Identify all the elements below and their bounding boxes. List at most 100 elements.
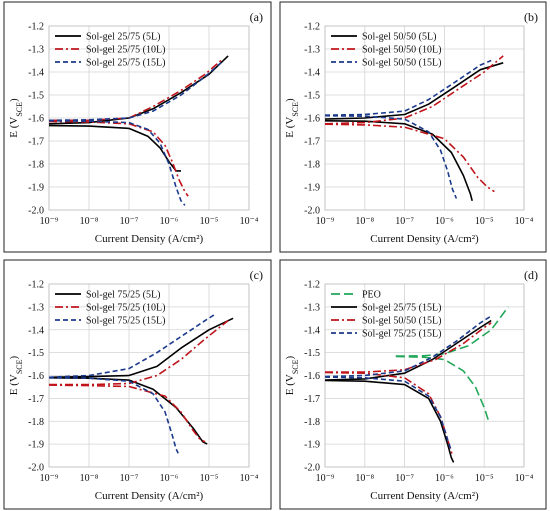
legend-entry-label: Sol-gel 25/75 (10L) (86, 45, 165, 56)
plot-area (48, 283, 250, 468)
y-axis-label: E (VSCE) (8, 98, 24, 138)
series-line-2-cathodic (48, 384, 206, 443)
legend-entry-label: Sol-gel 25/75 (15L) (86, 58, 165, 69)
series-line-2-cathodic (324, 379, 455, 463)
x-tick-label: 10⁻⁴ (240, 216, 259, 227)
series-line-1-anodic (48, 55, 229, 125)
series-line-3-anodic (324, 59, 492, 116)
y-axis-label: E (VSCE) (284, 355, 300, 395)
series-line-3-anodic (48, 313, 217, 379)
y-tick-label: -1.5 (28, 348, 44, 359)
x-tick-label: 10⁻⁸ (355, 216, 374, 227)
y-tick-label: -1.5 (28, 91, 44, 102)
x-axis-label: Current Density (A/cm²) (370, 490, 479, 502)
legend-entry-label: PEO (362, 290, 381, 301)
chart-panel-1: 10⁻⁹ 10⁻⁸ 10⁻⁷ 10⁻⁶ 10⁻⁵ 10⁻⁴ -1.2 -1.3 -1.4 -1.5… (3, 1, 272, 253)
y-tick-label: -1.9 (28, 440, 44, 451)
x-tick-label: 10⁻⁶ (435, 473, 454, 484)
legend-entry-label: Sol-gel 50/50 (15L) (362, 316, 441, 327)
legend-entry-label: Sol-gel 75/25 (10L) (86, 303, 165, 314)
series-line-2-anodic (49, 319, 229, 386)
y-tick-label: -1.6 (28, 114, 44, 125)
legend-entry-label: Sol-gel 25/75 (5L) (86, 32, 160, 43)
y-tick-label: -1.3 (304, 302, 320, 313)
y-tick-label: -1.4 (304, 68, 320, 79)
x-tick-label: 10⁻⁴ (515, 216, 534, 227)
x-tick-label: 10⁻⁹ (40, 216, 59, 227)
x-axis-label: Current Density (A/cm²) (370, 233, 479, 245)
y-tick-label: -1.8 (304, 160, 320, 171)
chart-panel-3: 10⁻⁹ 10⁻⁸ 10⁻⁷ 10⁻⁶ 10⁻⁵ 10⁻⁴ -1.2 -1.3 -1.4 -1.5… (3, 259, 272, 510)
series-line-2-cathodic (48, 120, 189, 197)
x-tick-label: 10⁻⁶ (160, 216, 179, 227)
y-tick-label: -1.3 (28, 302, 44, 313)
chart-panel-4: 10⁻⁹ 10⁻⁸ 10⁻⁷ 10⁻⁶ 10⁻⁵ 10⁻⁴ -1.2 -1.3 -1.4 -1.5… (279, 259, 547, 510)
legend-entry-label: Sol-gel 50/50 (5L) (362, 32, 436, 43)
y-tick-label: -1.8 (28, 160, 44, 171)
x-tick-label: 10⁻⁶ (160, 473, 179, 484)
legend-entry-label: Sol-gel 50/50 (10L) (362, 45, 441, 56)
panel-label: (d) (524, 268, 538, 282)
y-tick-label: -1.5 (304, 348, 320, 359)
x-tick-label: 10⁻⁵ (200, 216, 219, 227)
plot-area (48, 25, 250, 211)
series-line-3-anodic (48, 62, 222, 122)
y-tick-label: -1.9 (28, 183, 44, 194)
legend-entry-label: Sol-gel 50/50 (15L) (362, 58, 441, 69)
panel-label: (c) (250, 268, 263, 282)
x-tick-label: 10⁻⁶ (435, 216, 454, 227)
chart-panel-2: 10⁻⁹ 10⁻⁸ 10⁻⁷ 10⁻⁶ 10⁻⁵ 10⁻⁴ -1.2 -1.3 -1.4 -1.5… (279, 1, 547, 253)
y-tick-label: -1.6 (304, 371, 320, 382)
y-tick-label: -1.2 (304, 280, 320, 291)
x-tick-label: 10⁻⁵ (475, 216, 494, 227)
x-tick-label: 10⁻⁷ (120, 473, 139, 484)
y-tick-label: -2.0 (28, 463, 44, 474)
panel-label: (b) (524, 10, 538, 24)
series-line-2-anodic (49, 59, 222, 122)
y-tick-label: -1.5 (304, 91, 320, 102)
y-tick-label: -1.9 (304, 183, 320, 194)
y-axis-label: E (VSCE) (8, 355, 24, 395)
x-tick-label: 10⁻⁹ (316, 473, 335, 484)
series-line-3-cathodic (324, 371, 454, 456)
y-axis-label: E (VSCE) (284, 98, 300, 138)
y-tick-label: -1.7 (28, 394, 44, 405)
series-line-1-anodic (324, 62, 504, 120)
x-tick-label: 10⁻⁵ (475, 473, 494, 484)
y-tick-label: -1.3 (304, 45, 320, 56)
x-tick-label: 10⁻⁷ (395, 216, 414, 227)
plot-area (324, 25, 525, 211)
legend-entry-label: Sol-gel 75/25 (15L) (362, 329, 441, 340)
series-line-1-anodic (395, 306, 509, 357)
series-line-1-cathodic (324, 120, 473, 202)
x-tick-label: 10⁻⁸ (80, 473, 99, 484)
x-axis-label: Current Density (A/cm²) (95, 233, 204, 245)
y-tick-label: -1.4 (28, 68, 44, 79)
series-line-2-cathodic (324, 123, 495, 193)
x-tick-label: 10⁻⁹ (40, 473, 59, 484)
y-tick-label: -2.0 (304, 463, 320, 474)
x-tick-label: 10⁻⁷ (120, 216, 139, 227)
plot-area (324, 283, 525, 468)
x-axis-label: Current Density (A/cm²) (95, 490, 204, 502)
y-tick-label: -1.2 (28, 280, 44, 291)
y-tick-label: -1.6 (304, 114, 320, 125)
y-tick-label: -2.0 (304, 206, 320, 217)
y-tick-label: -1.4 (304, 325, 320, 336)
x-tick-label: 10⁻⁴ (515, 473, 534, 484)
y-tick-label: -1.7 (304, 137, 320, 148)
panel-label: (a) (250, 10, 263, 24)
y-tick-label: -2.0 (28, 206, 44, 217)
y-tick-label: -1.4 (28, 325, 44, 336)
series-line-1-cathodic (48, 377, 208, 445)
legend-entry-label: Sol-gel 75/25 (15L) (86, 316, 165, 327)
y-tick-label: -1.9 (304, 440, 320, 451)
x-tick-label: 10⁻⁵ (200, 473, 219, 484)
y-tick-label: -1.8 (28, 417, 44, 428)
y-tick-label: -1.2 (28, 22, 44, 33)
y-tick-label: -1.6 (28, 371, 44, 382)
x-tick-label: 10⁻⁸ (355, 473, 374, 484)
legend-entry-label: Sol-gel 25/75 (15L) (362, 303, 441, 314)
series-line-3-anodic (325, 322, 492, 373)
series-line-2-anodic (324, 55, 504, 125)
